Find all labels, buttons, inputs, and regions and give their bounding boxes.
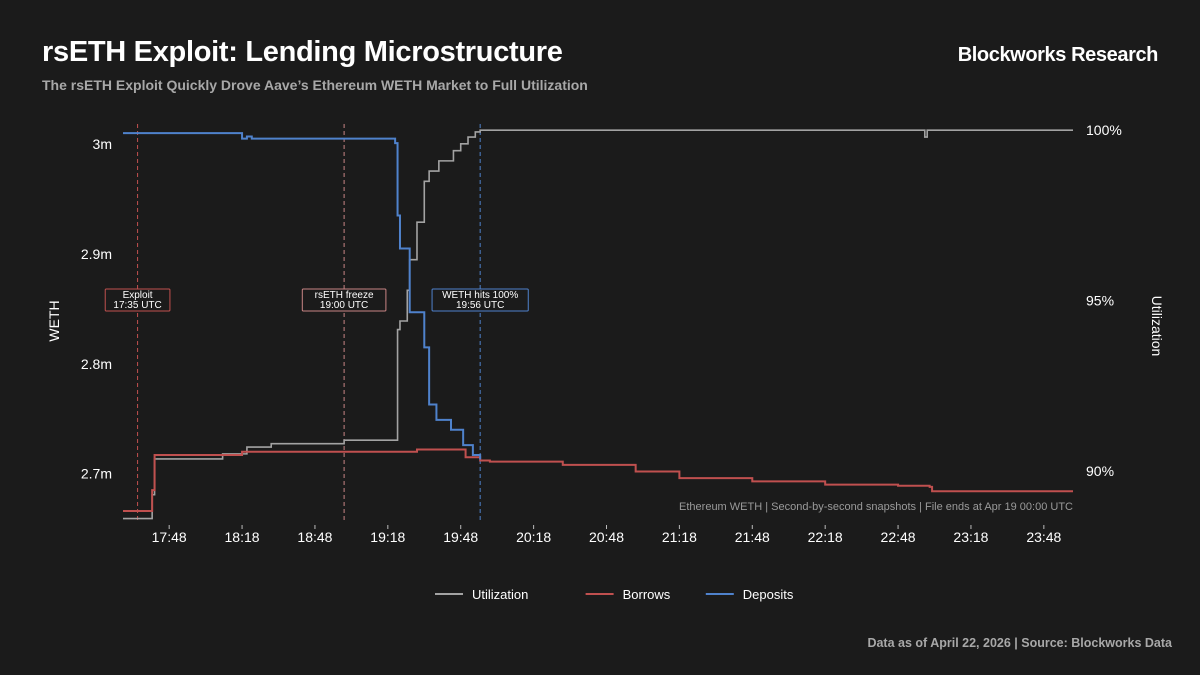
annotation-title: rsETH freeze xyxy=(315,290,374,301)
x-tick-label: 20:48 xyxy=(589,529,624,545)
annotation-box xyxy=(301,288,387,312)
x-tick-label: 18:18 xyxy=(225,529,260,545)
x-tick-label: 18:48 xyxy=(297,529,332,545)
annotation-time: 19:56 UTC xyxy=(456,300,504,311)
series-line-utilization xyxy=(123,129,1073,520)
y2-tick-label: 90% xyxy=(1086,463,1114,479)
legend-label: Deposits xyxy=(743,587,794,602)
x-tick-label: 22:18 xyxy=(808,529,843,545)
y-tick-label: 2.8m xyxy=(81,356,112,372)
annotation-title: WETH hits 100% xyxy=(442,290,518,301)
brand-logo: Blockworks Research xyxy=(957,44,1159,66)
series-line-borrows xyxy=(123,448,1073,513)
x-tick-label: 17:48 xyxy=(152,529,187,545)
y-tick-label: 2.9m xyxy=(81,246,112,262)
chart-note: Ethereum WETH | Second-by-second snapsho… xyxy=(679,501,1073,513)
x-tick-label: 23:18 xyxy=(953,529,988,545)
y-tick-label: 2.7m xyxy=(81,466,112,482)
y2-tick-label: 95% xyxy=(1086,293,1114,309)
series-line-deposits xyxy=(123,132,482,460)
y2-axis-label: Utilization xyxy=(1149,296,1165,357)
x-tick-label: 21:18 xyxy=(662,529,697,545)
annotation-title: Exploit xyxy=(123,290,153,301)
annotation-time: 17:35 UTC xyxy=(113,300,161,311)
y-tick-label: 3m xyxy=(93,136,112,152)
x-tick-label: 19:48 xyxy=(443,529,478,545)
x-tick-label: 19:18 xyxy=(370,529,405,545)
x-tick-label: 23:48 xyxy=(1026,529,1061,545)
legend-label: Utilization xyxy=(472,587,528,602)
x-tick-label: 21:48 xyxy=(735,529,770,545)
x-tick-label: 20:18 xyxy=(516,529,551,545)
x-tick-label: 22:48 xyxy=(881,529,916,545)
annotation-box xyxy=(431,288,529,312)
page-subtitle: The rsETH Exploit Quickly Drove Aave’s E… xyxy=(42,77,588,93)
y2-tick-label: 100% xyxy=(1086,122,1122,138)
annotation-time: 19:00 UTC xyxy=(320,300,368,311)
y-axis-label: WETH xyxy=(46,300,62,341)
annotation-box xyxy=(104,288,171,312)
page-title: rsETH Exploit: Lending Microstructure xyxy=(42,36,563,68)
legend-label: Borrows xyxy=(623,587,671,602)
source-footer: Data as of April 22, 2026 | Source: Bloc… xyxy=(867,636,1172,650)
